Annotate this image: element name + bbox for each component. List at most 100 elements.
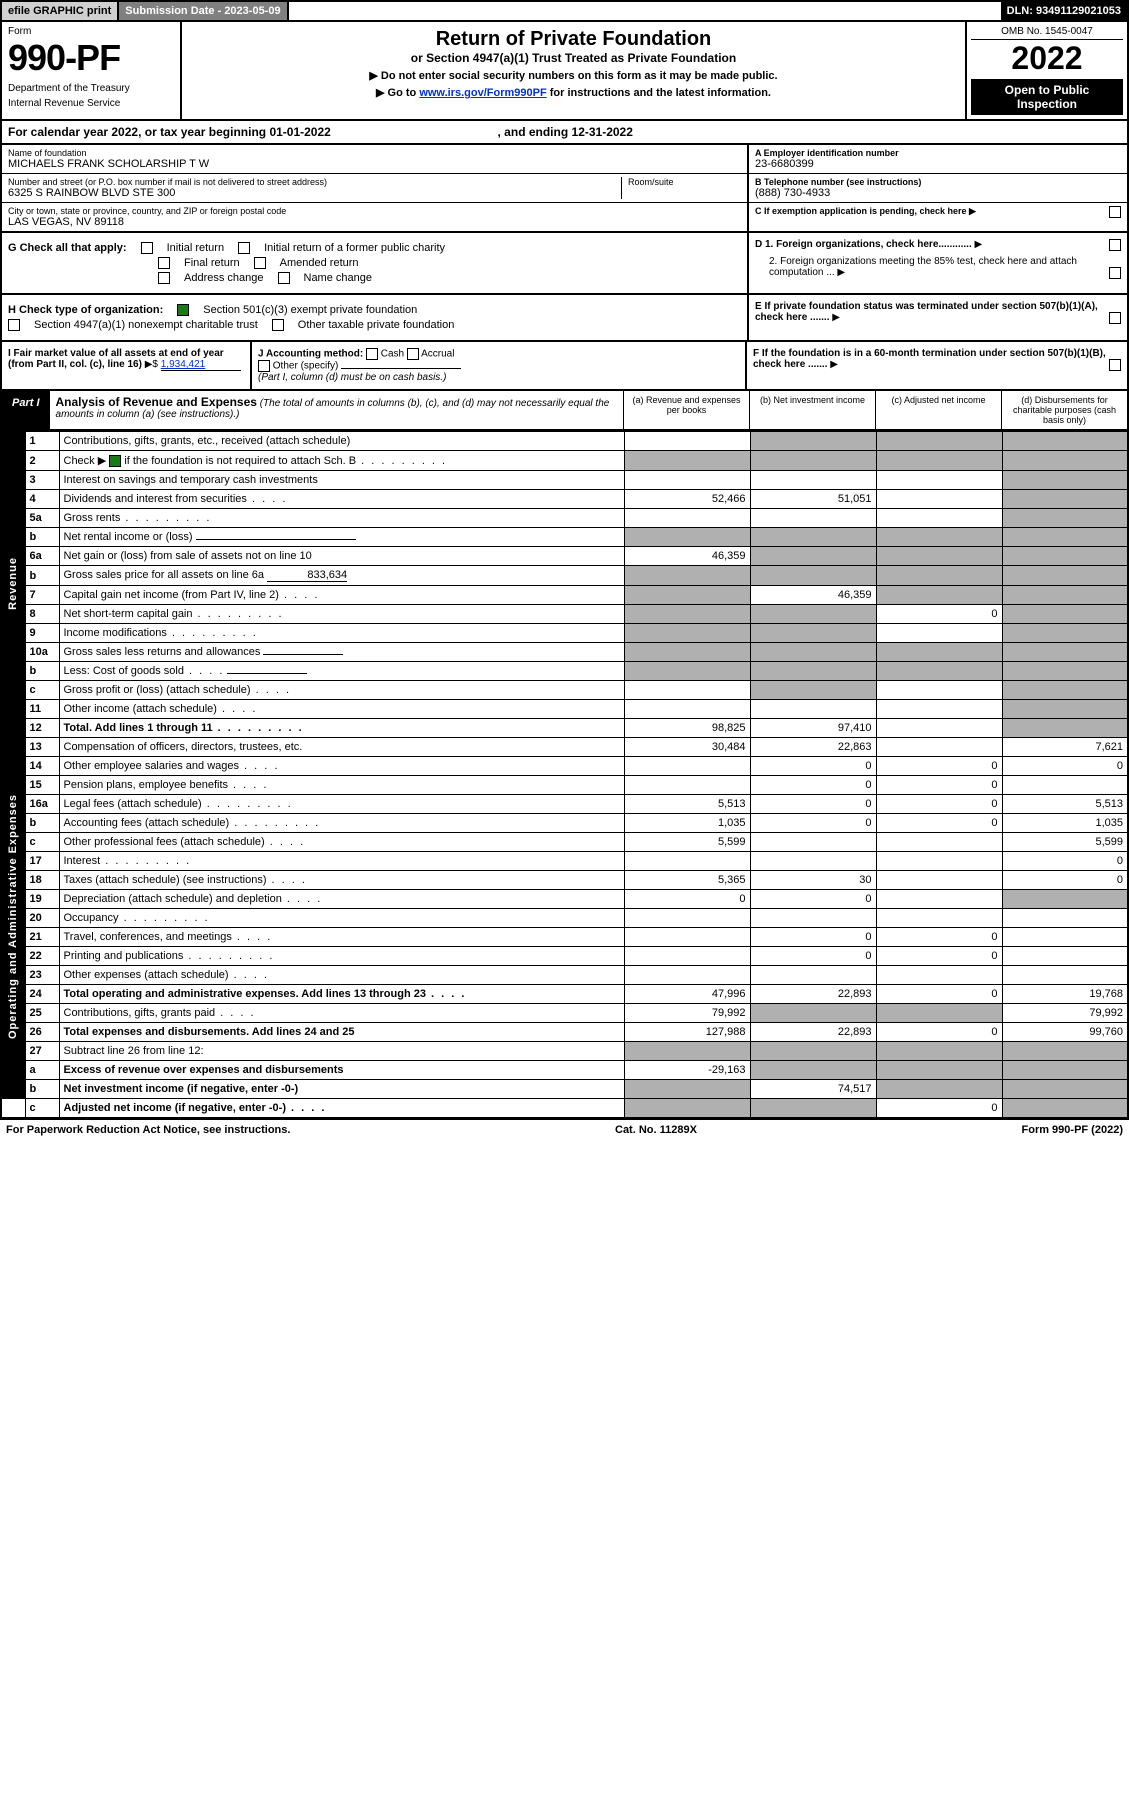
line-5a: 5aGross rents xyxy=(1,509,1128,528)
section-i-j-f: I Fair market value of all assets at end… xyxy=(0,342,1129,391)
initial-former-checkbox[interactable] xyxy=(238,242,250,254)
name-change-label: Name change xyxy=(304,272,373,284)
accrual-label: Accrual xyxy=(421,349,454,360)
footer-mid: Cat. No. 11289X xyxy=(615,1124,697,1136)
irs-label: Internal Revenue Service xyxy=(8,98,174,109)
part1-table: Revenue 1Contributions, gifts, grants, e… xyxy=(0,431,1129,1119)
amended-return-checkbox[interactable] xyxy=(254,257,266,269)
address-change-label: Address change xyxy=(184,272,264,284)
accrual-checkbox[interactable] xyxy=(407,348,419,360)
city-state-zip: LAS VEGAS, NV 89118 xyxy=(8,216,741,228)
section-d: D 1. Foreign organizations, check here..… xyxy=(747,233,1127,293)
part1-title: Analysis of Revenue and Expenses xyxy=(56,395,257,409)
line-9: 9Income modifications xyxy=(1,624,1128,643)
line-5b: bNet rental income or (loss) xyxy=(1,528,1128,547)
section-j: J Accounting method: Cash Accrual Other … xyxy=(252,342,747,389)
form-title-block: Return of Private Foundation or Section … xyxy=(182,22,967,119)
submission-date: Submission Date - 2023-05-09 xyxy=(119,2,288,20)
line-27: 27Subtract line 26 from line 12: xyxy=(1,1042,1128,1061)
line-12: 12Total. Add lines 1 through 1198,82597,… xyxy=(1,719,1128,738)
dept-label: Department of the Treasury xyxy=(8,83,174,94)
line-4: 4Dividends and interest from securities5… xyxy=(1,490,1128,509)
final-return-checkbox[interactable] xyxy=(158,257,170,269)
line-10b: bLess: Cost of goods sold xyxy=(1,662,1128,681)
footer-right: Form 990-PF (2022) xyxy=(1022,1124,1123,1136)
page-footer: For Paperwork Reduction Act Notice, see … xyxy=(0,1119,1129,1140)
line-24: 24Total operating and administrative exp… xyxy=(1,985,1128,1004)
d1-label: D 1. Foreign organizations, check here..… xyxy=(755,239,972,250)
j-label: J Accounting method: xyxy=(258,349,363,360)
ein-value: 23-6680399 xyxy=(755,158,1121,170)
form-header: Form 990-PF Department of the Treasury I… xyxy=(0,22,1129,121)
section-i: I Fair market value of all assets at end… xyxy=(2,342,252,389)
other-method-label: Other (specify) xyxy=(273,361,339,372)
line-2: 2Check ▶ if the foundation is not requir… xyxy=(1,451,1128,471)
open-public: Open to Public Inspection xyxy=(971,79,1123,115)
note2-pre: ▶ Go to xyxy=(376,87,419,99)
phone-value: (888) 730-4933 xyxy=(755,187,1121,199)
name-change-checkbox[interactable] xyxy=(278,272,290,284)
form-subtitle: or Section 4947(a)(1) Trust Treated as P… xyxy=(188,51,959,65)
line-20: 20Occupancy xyxy=(1,909,1128,928)
cash-checkbox[interactable] xyxy=(366,348,378,360)
cash-label: Cash xyxy=(381,349,404,360)
line-27a: aExcess of revenue over expenses and dis… xyxy=(1,1061,1128,1080)
line-16a: 16aLegal fees (attach schedule)5,513005,… xyxy=(1,795,1128,814)
d1-checkbox[interactable] xyxy=(1109,239,1121,251)
501c3-checkbox[interactable] xyxy=(177,304,189,316)
line-26: 26Total expenses and disbursements. Add … xyxy=(1,1023,1128,1042)
line-11: 11Other income (attach schedule) xyxy=(1,700,1128,719)
part1-header: Part I Analysis of Revenue and Expenses … xyxy=(0,391,1129,431)
name-label: Name of foundation xyxy=(8,148,741,158)
addr-label: Number and street (or P.O. box number if… xyxy=(8,177,621,187)
section-g-d: G Check all that apply: Initial return I… xyxy=(0,233,1129,295)
phone-label: B Telephone number (see instructions) xyxy=(755,177,1121,187)
room-label: Room/suite xyxy=(628,177,741,187)
dln-label: DLN: 93491129021053 xyxy=(1001,2,1127,20)
d2-checkbox[interactable] xyxy=(1109,267,1121,279)
line-10c: cGross profit or (loss) (attach schedule… xyxy=(1,681,1128,700)
schb-checkbox[interactable] xyxy=(109,455,121,467)
f-label: F If the foundation is in a 60-month ter… xyxy=(753,348,1106,370)
cal-end: , and ending 12-31-2022 xyxy=(498,125,633,139)
other-taxable-checkbox[interactable] xyxy=(272,319,284,331)
f-checkbox[interactable] xyxy=(1109,359,1121,371)
ein-cell: A Employer identification number 23-6680… xyxy=(749,145,1127,174)
e-checkbox[interactable] xyxy=(1109,312,1121,324)
form-word: Form xyxy=(8,26,174,37)
e-label: E If private foundation status was termi… xyxy=(755,301,1098,323)
line-25: 25Contributions, gifts, grants paid79,99… xyxy=(1,1004,1128,1023)
line-10a: 10aGross sales less returns and allowanc… xyxy=(1,643,1128,662)
calendar-year-row: For calendar year 2022, or tax year begi… xyxy=(0,121,1129,145)
efile-label: efile GRAPHIC print xyxy=(2,2,119,20)
note2-post: for instructions and the latest informat… xyxy=(547,87,771,99)
g-label: G Check all that apply: xyxy=(8,242,127,254)
h-label: H Check type of organization: xyxy=(8,304,163,316)
address-change-checkbox[interactable] xyxy=(158,272,170,284)
fmv-value[interactable]: 1,934,421 xyxy=(161,359,241,371)
line-27c: cAdjusted net income (if negative, enter… xyxy=(1,1099,1128,1119)
note-link: ▶ Go to www.irs.gov/Form990PF for instru… xyxy=(188,86,959,99)
address: 6325 S RAINBOW BLVD STE 300 xyxy=(8,187,621,199)
col-c-head: (c) Adjusted net income xyxy=(875,391,1001,429)
amended-return-label: Amended return xyxy=(280,257,359,269)
line-16b: bAccounting fees (attach schedule)1,0350… xyxy=(1,814,1128,833)
line-14: 14Other employee salaries and wages000 xyxy=(1,757,1128,776)
line-15: 15Pension plans, employee benefits00 xyxy=(1,776,1128,795)
exemption-label: C If exemption application is pending, c… xyxy=(755,206,976,216)
other-method-checkbox[interactable] xyxy=(258,360,270,372)
line-19: 19Depreciation (attach schedule) and dep… xyxy=(1,890,1128,909)
section-e: E If private foundation status was termi… xyxy=(747,295,1127,340)
4947-checkbox[interactable] xyxy=(8,319,20,331)
4947-label: Section 4947(a)(1) nonexempt charitable … xyxy=(34,319,258,331)
section-h-e: H Check type of organization: Section 50… xyxy=(0,295,1129,342)
line-6a: 6aNet gain or (loss) from sale of assets… xyxy=(1,547,1128,566)
irs-link[interactable]: www.irs.gov/Form990PF xyxy=(419,87,546,99)
form-id-block: Form 990-PF Department of the Treasury I… xyxy=(2,22,182,119)
line-13: Operating and Administrative Expenses 13… xyxy=(1,738,1128,757)
address-row: Number and street (or P.O. box number if… xyxy=(2,174,747,203)
final-return-label: Final return xyxy=(184,257,240,269)
exemption-checkbox[interactable] xyxy=(1109,206,1121,218)
initial-return-checkbox[interactable] xyxy=(141,242,153,254)
section-h: H Check type of organization: Section 50… xyxy=(2,295,747,340)
